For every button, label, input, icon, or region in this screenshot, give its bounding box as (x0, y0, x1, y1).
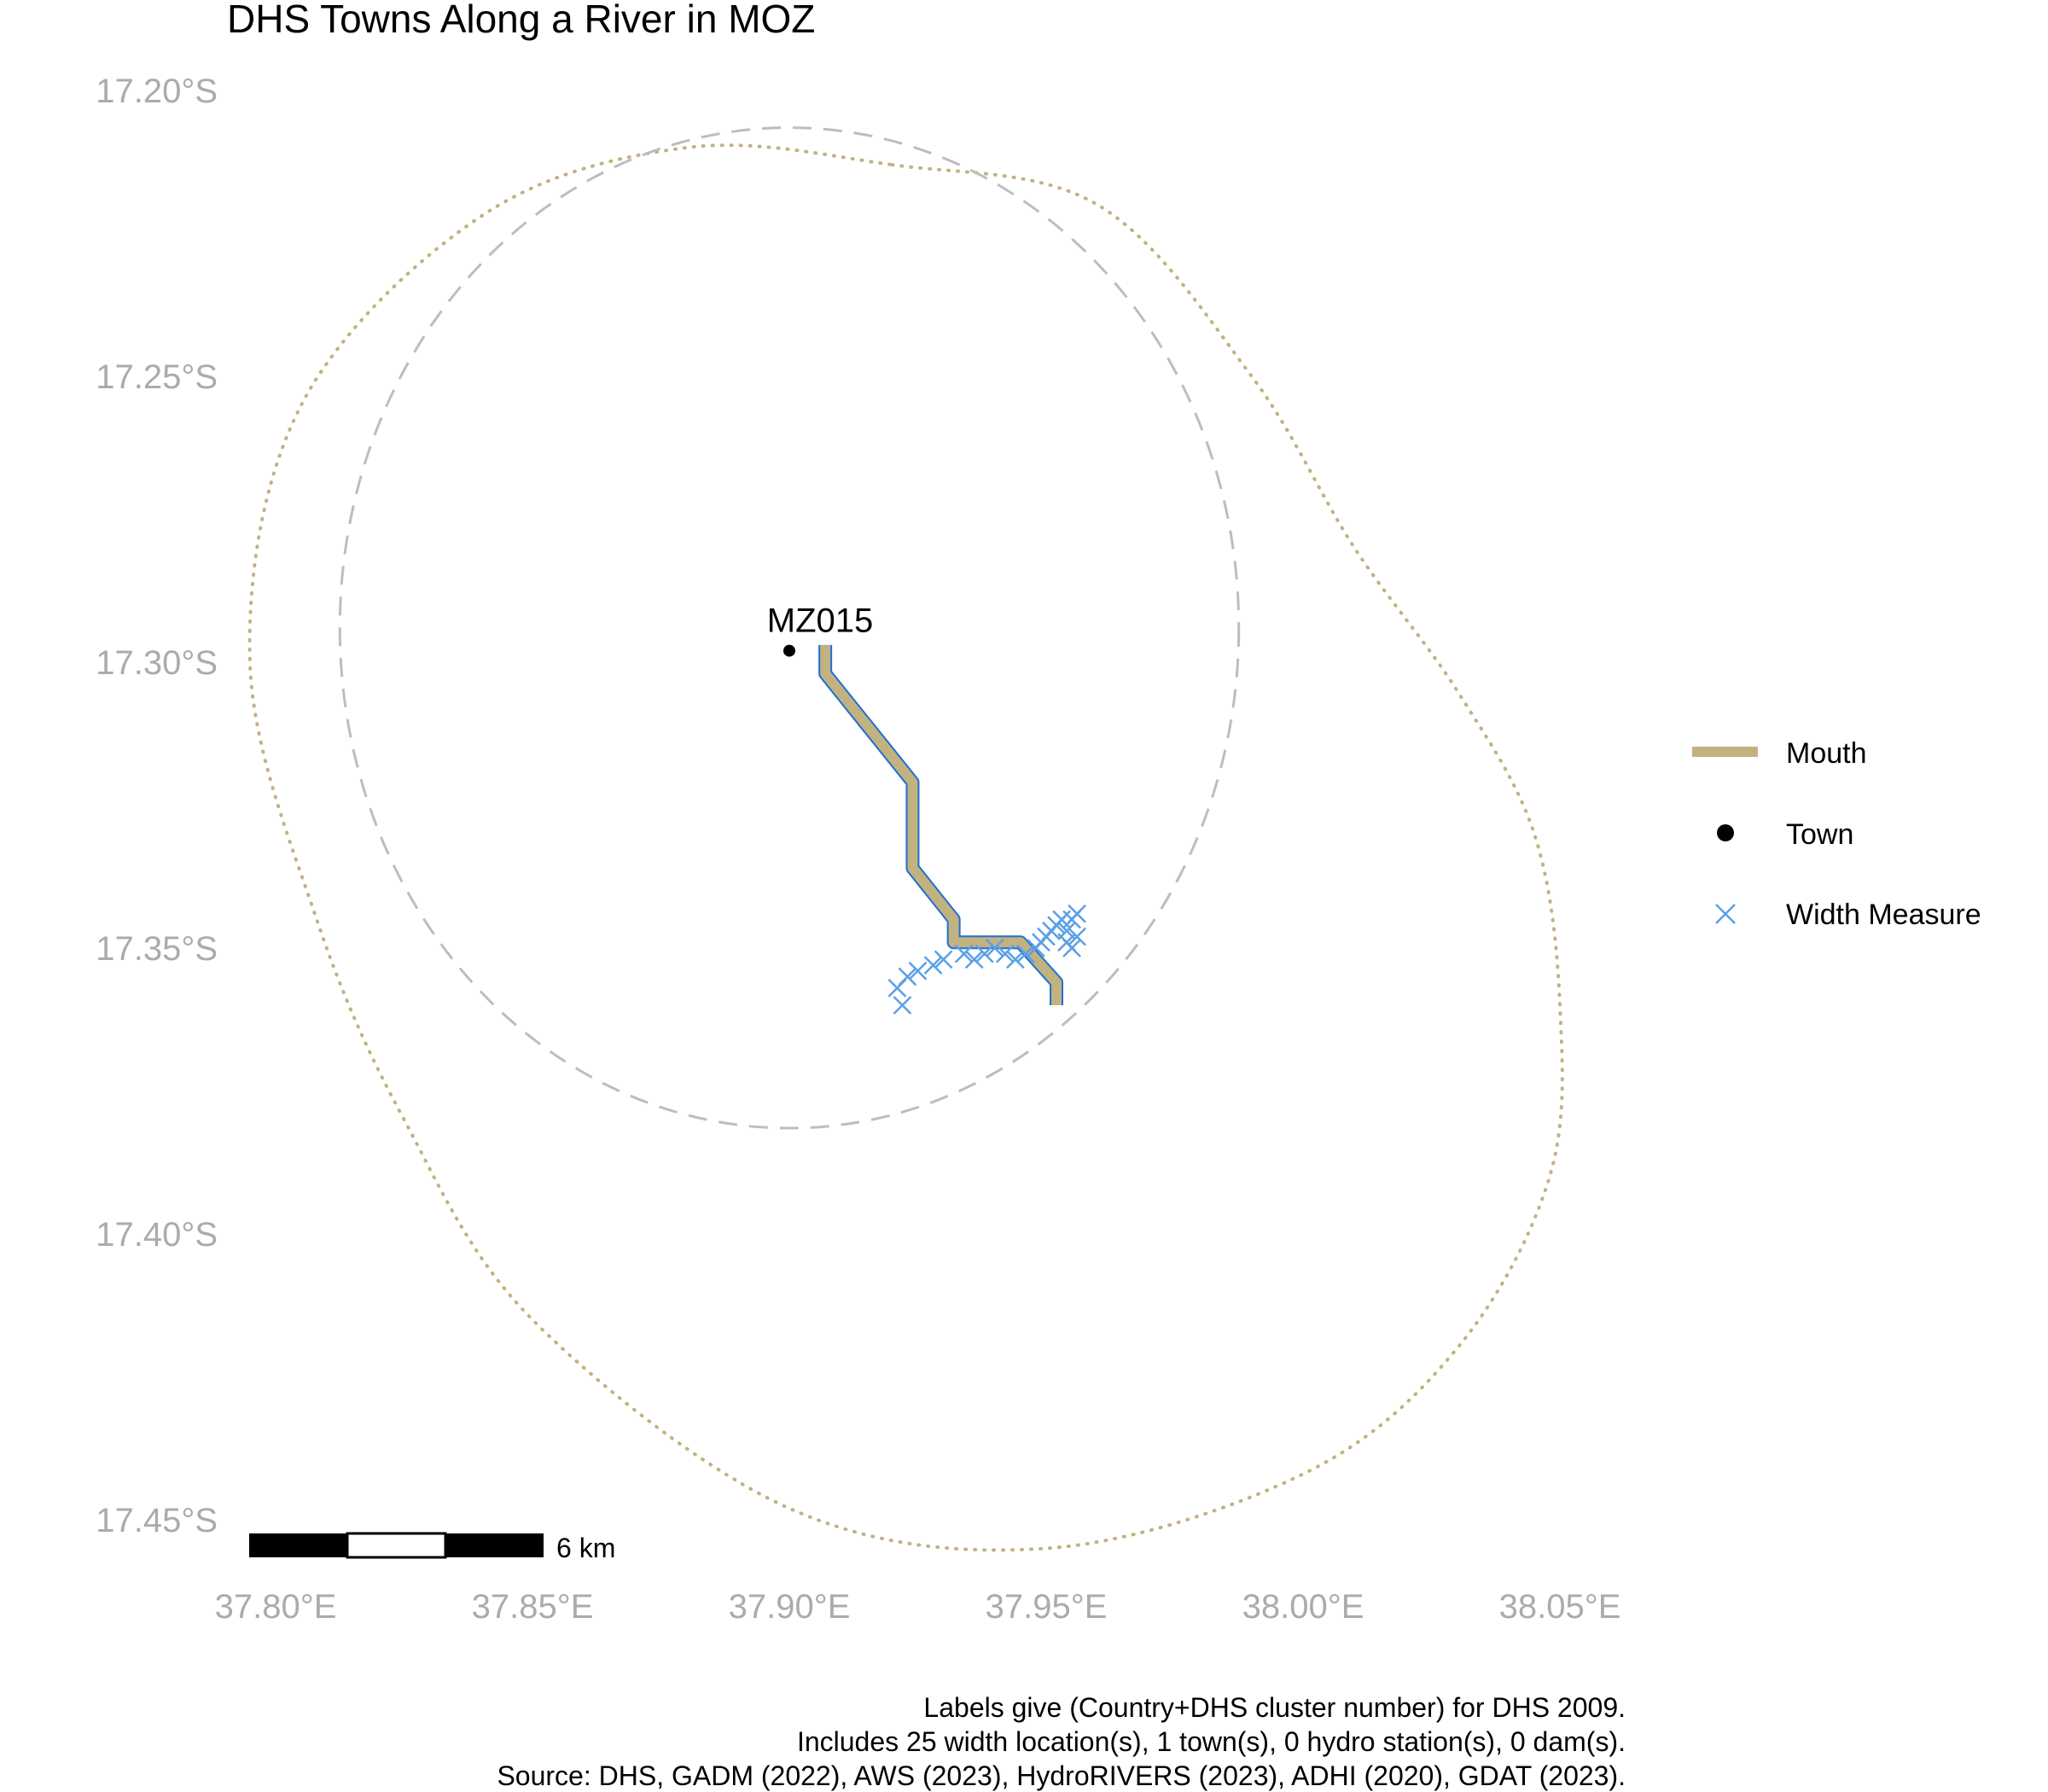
scale-bar-label: 6 km (556, 1533, 615, 1563)
width-measure-point (995, 944, 1015, 963)
width-measure-layer (887, 904, 1087, 1015)
width-measure-point (1062, 939, 1081, 957)
town-label: MZ015 (767, 602, 874, 640)
dashed-buffer-circle (338, 126, 1241, 1130)
legend: Mouth Town Width Measure (1692, 737, 1981, 931)
width-measure-point (954, 944, 974, 963)
width-measure-point (898, 967, 917, 986)
scale-bar-segment-3 (445, 1533, 544, 1557)
x-tick-label: 38.05°E (1499, 1588, 1621, 1626)
legend-label-width-measure: Width Measure (1786, 899, 1981, 931)
width-measure-point (908, 961, 928, 980)
caption: Labels give (Country+DHS cluster number)… (497, 1692, 1626, 1791)
scale-bar-segment-1 (249, 1533, 347, 1557)
scale-bar-segment-2 (346, 1532, 447, 1559)
width-measure-point (985, 939, 1004, 957)
dashed-circle-layer (338, 126, 1241, 1130)
y-axis-tick-labels: 17.20°S 17.25°S 17.30°S 17.35°S 17.40°S 17.45… (96, 73, 218, 1539)
x-tick-label: 37.85°E (472, 1588, 594, 1626)
width-measure-point (964, 950, 984, 969)
map-title: DHS Towns Along a River in MOZ (227, 0, 815, 41)
dotted-boundary (247, 143, 1564, 1552)
caption-line-2: Includes 25 width location(s), 1 town(s)… (797, 1726, 1626, 1757)
y-tick-label: 17.30°S (96, 644, 218, 682)
width-measure-point (1005, 950, 1025, 969)
x-axis-tick-labels: 37.80°E 37.85°E 37.90°E 37.95°E 38.00°E 38.05… (215, 1588, 1621, 1626)
town-layer: MZ015 (767, 602, 874, 657)
width-measure-point (1057, 922, 1076, 940)
width-measure-point (934, 950, 953, 969)
x-tick-label: 37.80°E (215, 1588, 337, 1626)
y-tick-label: 17.20°S (96, 73, 218, 110)
width-measure-point (1068, 904, 1087, 923)
caption-line-1: Labels give (Country+DHS cluster number)… (923, 1692, 1626, 1723)
width-measure-point (893, 996, 912, 1015)
x-tick-label: 37.95°E (986, 1588, 1108, 1626)
width-measure-point (975, 944, 994, 963)
river-mouth-layer (818, 644, 1064, 1005)
width-measure-point (1068, 927, 1087, 946)
width-measure-point (1016, 944, 1035, 963)
caption-line-3: Source: DHS, GADM (2022), AWS (2023), Hy… (497, 1760, 1626, 1791)
legend-width-measure-key (1715, 904, 1736, 924)
x-tick-label: 37.90°E (729, 1588, 851, 1626)
river-mouth-line (820, 644, 1062, 1005)
legend-town-key (1717, 824, 1734, 841)
y-tick-label: 17.25°S (96, 358, 218, 396)
scale-bar: 6 km (249, 1532, 615, 1563)
y-tick-label: 17.40°S (96, 1216, 218, 1254)
town-point (783, 644, 795, 657)
y-tick-label: 17.45°S (96, 1502, 218, 1539)
legend-label-town: Town (1786, 818, 1853, 851)
y-tick-label: 17.35°S (96, 930, 218, 968)
legend-width-measure-cross (1715, 904, 1736, 924)
legend-label-mouth: Mouth (1786, 737, 1867, 770)
width-measure-point (923, 956, 943, 975)
dotted-boundary-layer (247, 143, 1564, 1552)
x-tick-label: 38.00°E (1242, 1588, 1364, 1626)
